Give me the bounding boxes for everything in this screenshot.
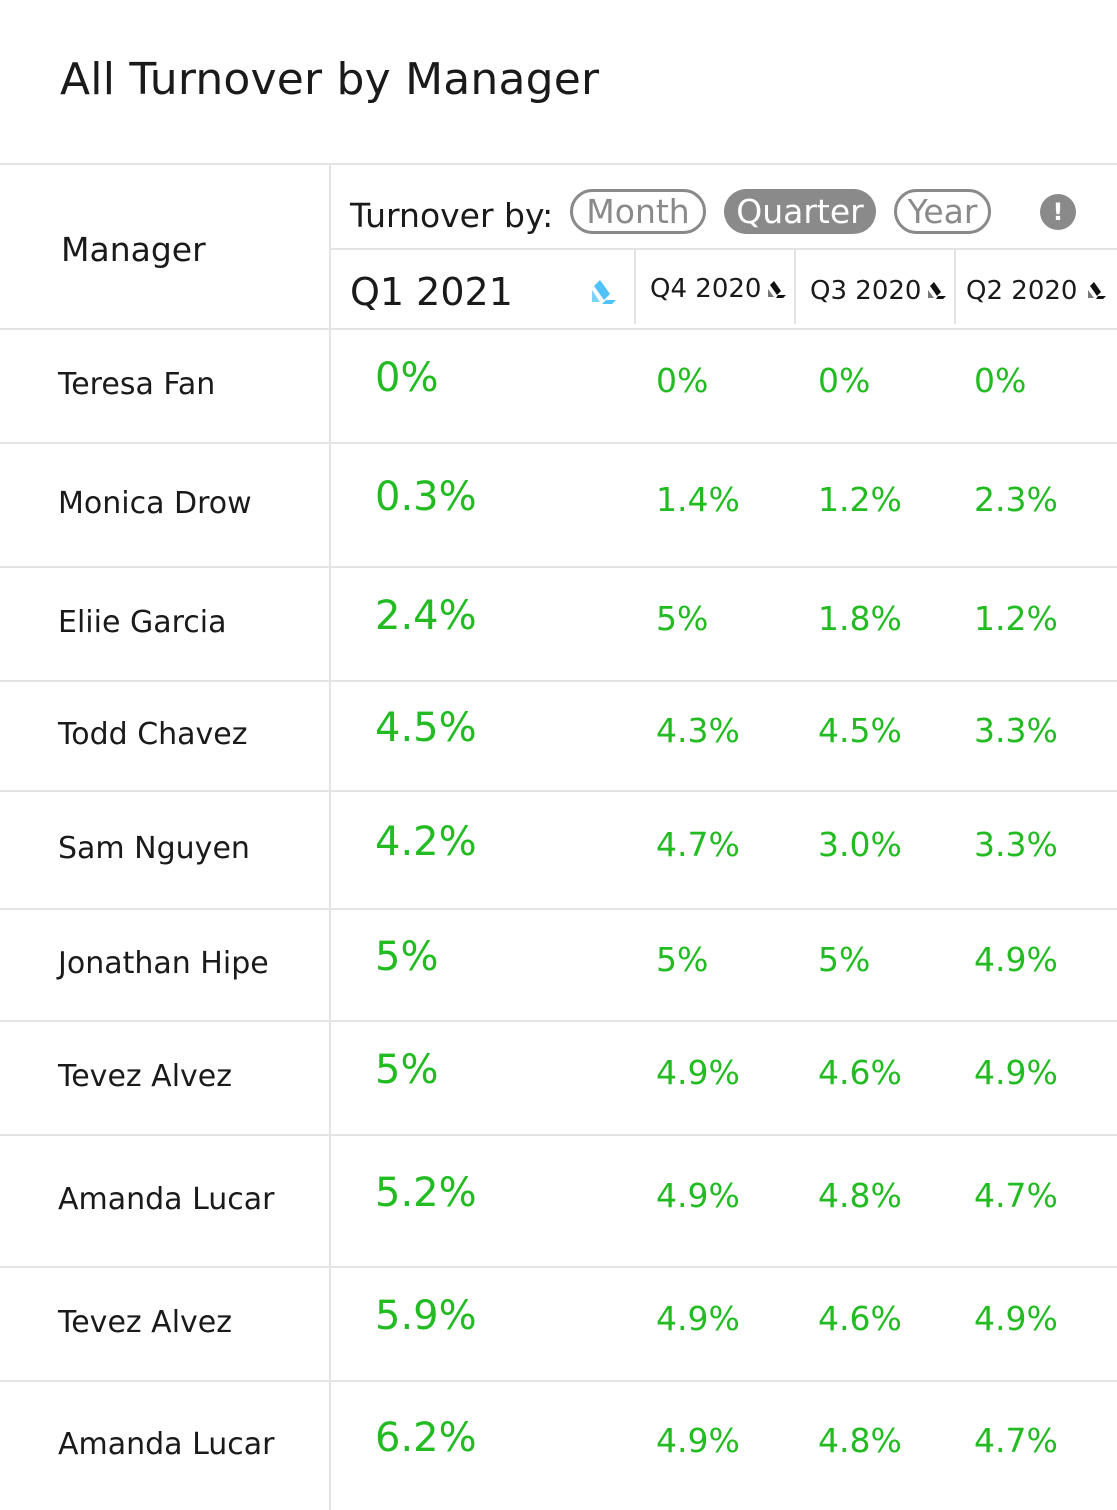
row-divider (0, 328, 1117, 330)
turnover-value-current: 0% (375, 355, 439, 401)
turnover-value: 4.9% (656, 1421, 740, 1460)
period-toggle-quarter[interactable]: Quarter (724, 189, 876, 234)
turnover-value: 4.6% (818, 1299, 902, 1338)
header-top-divider (0, 163, 1117, 165)
manager-name: Teresa Fan (58, 367, 216, 402)
turnover-value: 4.8% (818, 1421, 902, 1460)
turnover-value: 4.3% (656, 711, 740, 750)
manager-name: Tevez Alvez (58, 1059, 232, 1094)
turnover-value: 1.2% (974, 599, 1058, 638)
turnover-value-current: 2.4% (375, 593, 477, 639)
column-header-q1-2021[interactable]: Q1 2021 (350, 270, 513, 314)
manager-name: Amanda Lucar (58, 1427, 275, 1462)
manager-name: Monica Drow (58, 486, 252, 521)
page-title: All Turnover by Manager (60, 54, 600, 105)
turnover-value: 1.2% (818, 480, 902, 519)
manager-column-divider (329, 163, 331, 1510)
turnover-value: 0% (656, 361, 709, 400)
row-divider (0, 1020, 1117, 1022)
manager-name: Todd Chavez (58, 717, 248, 752)
turnover-value: 4.6% (818, 1053, 902, 1092)
sort-icon[interactable] (766, 279, 788, 299)
turnover-value: 4.8% (818, 1176, 902, 1215)
turnover-value: 1.4% (656, 480, 740, 519)
row-divider (0, 566, 1117, 568)
row-divider (0, 442, 1117, 444)
column-header-q4-2020[interactable]: Q4 2020 (650, 274, 762, 304)
info-icon[interactable]: ! (1040, 194, 1076, 230)
row-divider (0, 790, 1117, 792)
turnover-value-current: 0.3% (375, 474, 477, 520)
column-separator (634, 250, 636, 324)
turnover-value: 0% (974, 361, 1027, 400)
turnover-value: 3.3% (974, 825, 1058, 864)
manager-name: Eliie Garcia (58, 605, 227, 640)
turnover-value: 5% (818, 940, 871, 979)
column-separator (954, 250, 956, 324)
turnover-value-current: 4.2% (375, 819, 477, 865)
turnover-value: 4.9% (656, 1176, 740, 1215)
manager-name: Tevez Alvez (58, 1305, 232, 1340)
row-divider (0, 1380, 1117, 1382)
manager-name: Amanda Lucar (58, 1182, 275, 1217)
turnover-value-current: 5% (375, 1047, 439, 1093)
row-divider (0, 1266, 1117, 1268)
turnover-value-current: 4.5% (375, 705, 477, 751)
turnover-value: 5% (656, 940, 709, 979)
turnover-value: 0% (818, 361, 871, 400)
turnover-value: 3.0% (818, 825, 902, 864)
manager-column-header[interactable]: Manager (61, 230, 206, 269)
column-header-q3-2020[interactable]: Q3 2020 (810, 276, 922, 306)
turnover-value: 3.3% (974, 711, 1058, 750)
row-divider (0, 680, 1117, 682)
turnover-value: 4.9% (974, 1053, 1058, 1092)
sort-active-icon[interactable] (588, 278, 620, 306)
turnover-value: 4.7% (974, 1176, 1058, 1215)
turnover-value: 4.7% (974, 1421, 1058, 1460)
period-toggle-year[interactable]: Year (894, 189, 991, 234)
turnover-by-label: Turnover by: (350, 196, 554, 235)
sort-icon[interactable] (926, 280, 948, 300)
turnover-value: 4.9% (974, 1299, 1058, 1338)
turnover-value-current: 6.2% (375, 1415, 477, 1461)
turnover-value: 4.9% (974, 940, 1058, 979)
turnover-value: 4.9% (656, 1299, 740, 1338)
turnover-value-current: 5.2% (375, 1170, 477, 1216)
turnover-value: 4.9% (656, 1053, 740, 1092)
period-toggle-month[interactable]: Month (570, 189, 706, 234)
turnover-value: 2.3% (974, 480, 1058, 519)
column-header-q2-2020[interactable]: Q2 2020 (966, 276, 1078, 306)
manager-name: Jonathan Hipe (58, 946, 269, 981)
turnover-value: 4.7% (656, 825, 740, 864)
turnover-value-current: 5.9% (375, 1293, 477, 1339)
turnover-value: 1.8% (818, 599, 902, 638)
manager-name: Sam Nguyen (58, 831, 250, 866)
column-separator (794, 250, 796, 324)
row-divider (0, 908, 1117, 910)
row-divider (0, 1134, 1117, 1136)
turnover-value: 4.5% (818, 711, 902, 750)
sort-icon[interactable] (1086, 280, 1108, 300)
header-inner-divider (330, 248, 1117, 250)
turnover-value-current: 5% (375, 934, 439, 980)
turnover-value: 5% (656, 599, 709, 638)
